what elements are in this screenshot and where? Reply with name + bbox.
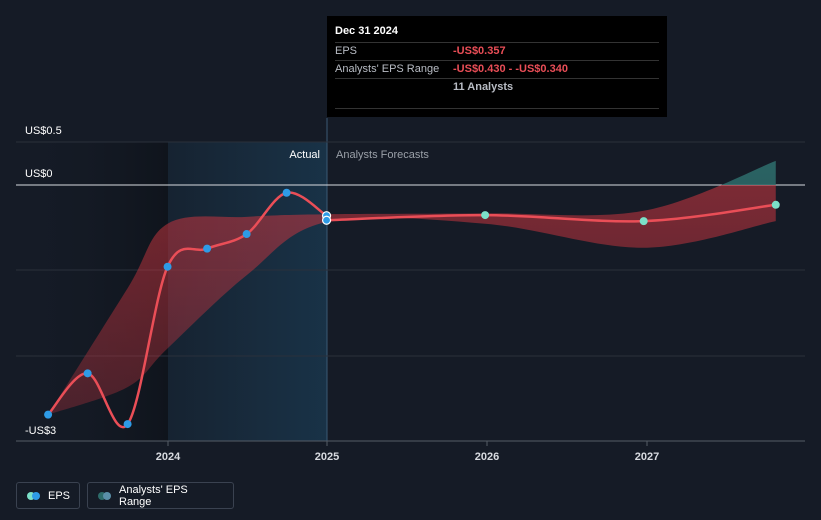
actual-label: Actual [289, 149, 320, 161]
eps-actual-point-3 [164, 263, 172, 271]
tooltip: Dec 31 2024 EPS -US$0.357 Analysts' EPS … [327, 16, 667, 117]
eps-forecast-point-0 [323, 216, 331, 224]
legend-eps-actual-dot [32, 492, 40, 500]
tooltip-analysts-spacer [335, 79, 453, 96]
x-tick-label-1: 2025 [315, 451, 339, 463]
tooltip-analysts: 11 Analysts [453, 79, 513, 96]
x-tick-label-3: 2027 [635, 451, 659, 463]
y-tick-label-1: US$0 [25, 168, 53, 180]
tooltip-range-row: Analysts' EPS Range -US$0.430 - -US$0.34… [335, 61, 659, 79]
tooltip-range-label: Analysts' EPS Range [335, 61, 453, 78]
y-tick-label-2: -US$3 [25, 425, 56, 437]
tooltip-range-value: -US$0.430 - -US$0.340 [453, 61, 568, 78]
eps-actual-point-1 [84, 369, 92, 377]
eps-actual-point-4 [203, 245, 211, 253]
legend-range-dot [103, 492, 111, 500]
eps-actual-point-0 [44, 411, 52, 419]
legend-eps-swatch [27, 492, 40, 500]
eps-actual-point-2 [124, 420, 132, 428]
eps-actual-point-5 [243, 230, 251, 238]
x-tick-label-2: 2026 [475, 451, 499, 463]
tooltip-date: Dec 31 2024 [335, 24, 659, 43]
legend-range-label: Analysts' EPS Range [119, 484, 223, 508]
tooltip-eps-row: EPS -US$0.357 [335, 43, 659, 61]
eps-forecast-point-1 [481, 211, 489, 219]
tooltip-divider [335, 108, 659, 109]
eps-forecast-point-2 [640, 217, 648, 225]
tooltip-analysts-row: 11 Analysts [335, 79, 659, 96]
y-tick-label-0: US$0.5 [25, 125, 62, 137]
x-tick-label-0: 2024 [156, 451, 181, 463]
legend-eps-label: EPS [48, 490, 70, 502]
eps-forecast-point-3 [772, 201, 780, 209]
eps-actual-point-6 [283, 189, 291, 197]
legend-eps[interactable]: EPS [16, 482, 80, 509]
forecast-label: Analysts Forecasts [336, 149, 429, 161]
legend-range[interactable]: Analysts' EPS Range [87, 482, 234, 509]
tooltip-eps-label: EPS [335, 43, 453, 60]
legend-range-swatch [98, 492, 111, 500]
tooltip-eps-value: -US$0.357 [453, 43, 506, 60]
